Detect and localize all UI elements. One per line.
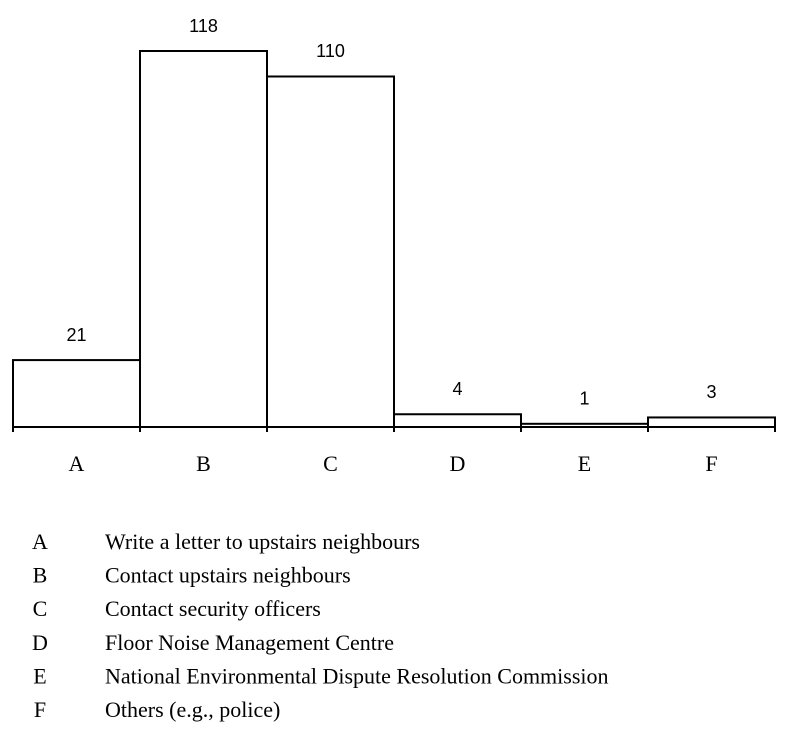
value-label: 110 xyxy=(316,41,345,61)
legend-key: F xyxy=(34,697,46,722)
x-tick-label: B xyxy=(196,451,211,476)
legend-label: National Environmental Dispute Resolutio… xyxy=(105,663,609,688)
value-label: 21 xyxy=(66,325,86,345)
legend-key: C xyxy=(33,596,48,621)
bar xyxy=(647,416,776,428)
legend-label: Others (e.g., police) xyxy=(105,697,280,722)
bar xyxy=(266,75,395,429)
value-label: 3 xyxy=(706,382,716,402)
bar xyxy=(139,50,268,428)
x-tick-label: C xyxy=(323,451,338,476)
value-label: 118 xyxy=(189,16,218,36)
x-tick-label: A xyxy=(69,451,85,476)
x-tick-label: D xyxy=(450,451,466,476)
legend-label: Write a letter to upstairs neighbours xyxy=(105,529,420,554)
legend-key: A xyxy=(32,529,48,554)
legend-key: D xyxy=(32,630,48,655)
legend-label: Floor Noise Management Centre xyxy=(105,630,394,655)
legend-label: Contact security officers xyxy=(105,596,321,621)
bar xyxy=(12,359,141,428)
bar xyxy=(393,413,522,429)
legend-key: B xyxy=(33,563,48,588)
x-tick-label: F xyxy=(705,451,717,476)
x-tick-label: E xyxy=(578,451,591,476)
value-label: 4 xyxy=(452,379,462,399)
legend-key: E xyxy=(33,663,46,688)
value-label: 1 xyxy=(579,389,589,409)
legend-label: Contact upstairs neighbours xyxy=(105,563,351,588)
